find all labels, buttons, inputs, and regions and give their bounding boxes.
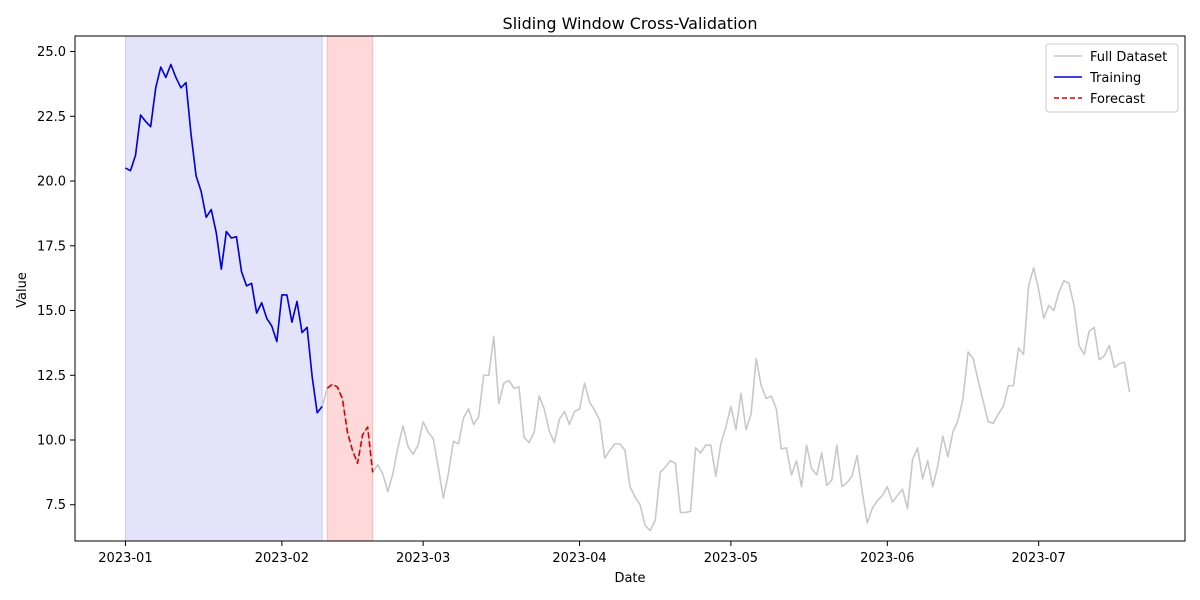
x-tick-label: 2023-05 <box>704 551 758 566</box>
y-axis: 7.5 10.0 12.5 15.0 17.5 20.0 22.5 25.0 <box>37 45 75 513</box>
y-tick-label: 17.5 <box>37 239 66 254</box>
x-tick-label: 2023-03 <box>396 551 450 566</box>
x-tick-label: 2023-02 <box>255 551 309 566</box>
y-tick-label: 25.0 <box>37 45 66 60</box>
legend-box <box>1045 43 1179 113</box>
x-axis-title: Date <box>614 571 645 586</box>
plot-frame <box>74 35 1186 542</box>
y-tick-label: 15.0 <box>37 304 66 319</box>
x-tick-label: 2023-04 <box>552 551 606 566</box>
y-tick-label: 7.5 <box>45 498 66 513</box>
chart-title: Sliding Window Cross-Validation <box>503 14 758 33</box>
x-tick-label: 2023-06 <box>860 551 914 566</box>
legend-label-training: Training <box>1089 71 1141 86</box>
window-forecast <box>326 35 374 542</box>
legend-label-forecast: Forecast <box>1090 92 1145 107</box>
y-tick-label: 22.5 <box>37 110 66 125</box>
series-line-training <box>125 63 323 414</box>
legend-label-full-dataset: Full Dataset <box>1090 50 1167 65</box>
y-axis-title: Value <box>15 272 30 308</box>
legend: Full Dataset Training Forecast <box>1045 43 1179 113</box>
y-tick-label: 10.0 <box>37 434 66 449</box>
x-tick-label: 2023-07 <box>1012 551 1066 566</box>
window-training <box>124 35 323 542</box>
y-tick-label: 12.5 <box>37 369 66 384</box>
series-line-forecast <box>326 383 374 473</box>
window-shading-layer <box>124 35 374 542</box>
y-tick-label: 20.0 <box>37 175 66 190</box>
x-axis: 2023-01 2023-02 2023-03 2023-04 2023-05 2023-… <box>98 541 1066 566</box>
series-layer <box>125 63 1131 532</box>
x-tick-label: 2023-01 <box>98 551 152 566</box>
